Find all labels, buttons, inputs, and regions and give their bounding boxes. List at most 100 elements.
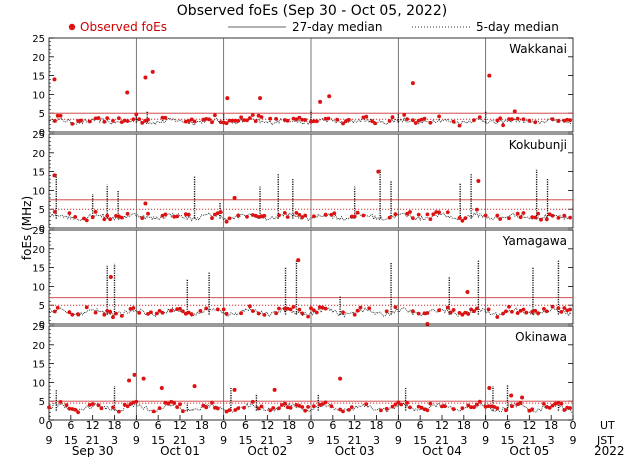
observed-point — [224, 311, 229, 316]
observed-point — [320, 402, 325, 406]
observed-point — [515, 211, 520, 216]
observed-point — [355, 210, 360, 215]
observed-point — [157, 309, 162, 313]
observed-point — [96, 403, 101, 408]
observed-point — [562, 213, 567, 218]
observed-point — [70, 122, 75, 126]
panel-yamagawa: 0 5 10 15 20 25 Yamagawa — [32, 226, 574, 331]
observed-point — [125, 211, 130, 216]
observed-point — [379, 408, 383, 413]
observed-point — [55, 113, 60, 118]
observed-point — [242, 118, 246, 122]
observed-point — [466, 312, 471, 316]
observed-point — [457, 216, 462, 220]
observed-point — [306, 314, 310, 319]
observed-point — [387, 119, 392, 123]
observed-point — [475, 306, 479, 311]
observed-point — [169, 308, 174, 313]
observed-point — [562, 118, 567, 123]
legend-5day-label: 5-day median — [476, 20, 559, 34]
observed-point — [384, 309, 389, 314]
legend-27day-label: 27-day median — [292, 20, 382, 34]
observed-point — [475, 402, 479, 407]
observed-point — [218, 210, 223, 215]
observed-point — [416, 212, 421, 217]
observed-point — [530, 309, 535, 314]
observed-point — [242, 405, 246, 410]
observed-point — [163, 212, 168, 217]
ut-tick-label: 6 — [504, 419, 511, 432]
observed-point — [274, 311, 278, 316]
observed-point — [178, 402, 182, 407]
observed-point — [119, 120, 124, 124]
observed-point — [510, 117, 514, 122]
observed-point — [460, 312, 465, 317]
jst-tick-label: 9 — [570, 434, 577, 447]
observed-point — [102, 217, 107, 222]
observed-point — [489, 404, 494, 409]
observed-point — [515, 402, 520, 407]
observed-point — [329, 212, 334, 217]
observed-point — [504, 309, 508, 314]
y-tick-label: 0 — [39, 320, 45, 331]
observed-point — [518, 308, 523, 313]
observed-point — [277, 213, 281, 218]
observed-point — [434, 210, 439, 214]
jst-tick-label: 9 — [133, 434, 140, 447]
observed-point — [530, 407, 535, 412]
observed-point — [312, 214, 316, 219]
observed-point — [323, 212, 328, 217]
observed-point — [218, 120, 223, 124]
observed-point — [282, 306, 287, 311]
observed-point — [547, 212, 552, 217]
observed-outlier — [318, 99, 323, 104]
observed-outlier — [476, 179, 481, 183]
observed-point — [495, 213, 500, 218]
observed-point — [323, 306, 328, 311]
observed-point — [483, 404, 488, 409]
jst-tick-label: 3 — [460, 434, 467, 447]
day-label: Sep 30 — [72, 444, 114, 457]
observed-point — [568, 215, 572, 220]
observed-point — [411, 309, 415, 314]
observed-point — [245, 214, 249, 219]
observed-point — [314, 119, 319, 124]
y-tick-label: 10 — [32, 378, 45, 389]
observed-point — [140, 216, 145, 221]
y-tick-label: 20 — [32, 53, 45, 64]
observed-point — [52, 119, 57, 123]
observed-point — [416, 118, 421, 123]
ut-tick-label: 6 — [67, 419, 74, 432]
observed-point — [425, 408, 430, 413]
observed-point — [498, 116, 503, 121]
observed-point — [472, 118, 476, 122]
observed-outlier — [125, 90, 130, 95]
ut-tick-label: 18 — [108, 419, 122, 432]
y-tick-label: 5 — [39, 397, 45, 408]
observed-point — [160, 115, 165, 120]
observed-point — [329, 404, 334, 409]
observed-point — [87, 119, 92, 124]
observed-point — [486, 404, 491, 408]
observed-point — [207, 117, 212, 122]
observed-point — [352, 214, 357, 219]
jst-tick-label: 15 — [239, 434, 253, 447]
observed-point — [125, 404, 130, 409]
observed-point — [181, 409, 185, 414]
observed-point — [399, 402, 404, 407]
observed-point — [507, 216, 511, 221]
observed-point — [169, 399, 174, 404]
observed-point — [128, 402, 133, 406]
observed-point — [425, 311, 430, 315]
observed-point — [338, 407, 342, 412]
observed-point — [346, 408, 351, 412]
observed-point — [178, 306, 182, 311]
observed-point — [236, 406, 241, 411]
observed-point — [288, 307, 293, 312]
observed-point — [146, 117, 150, 122]
observed-point — [550, 213, 555, 218]
observed-point — [256, 215, 261, 219]
observed-outlier — [296, 258, 301, 263]
ut-axis-label: UT — [600, 419, 615, 432]
observed-point — [186, 119, 191, 123]
